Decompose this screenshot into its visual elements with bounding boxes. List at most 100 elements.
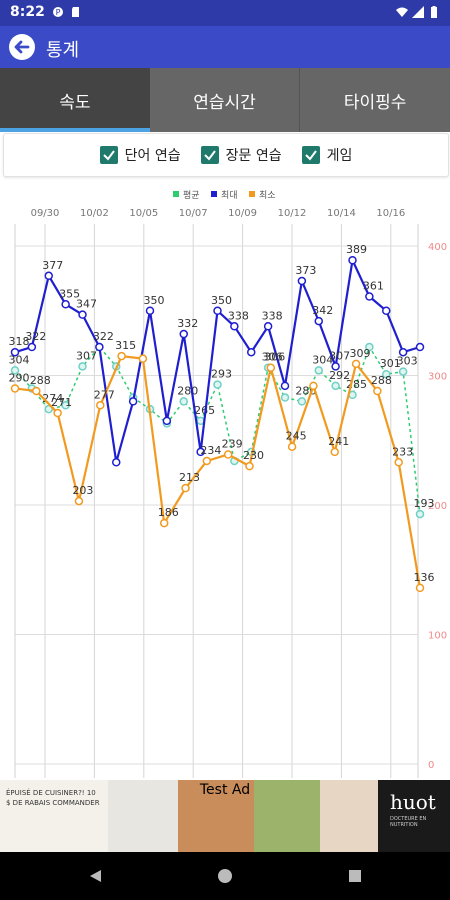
ad-right-sub: DOCTEURE EN NUTRITION (390, 816, 427, 828)
data-point (202, 456, 212, 466)
data-point (179, 397, 188, 406)
data-label: 377 (42, 259, 63, 272)
data-label: 277 (94, 388, 115, 401)
x-tick-label: 10/09 (228, 208, 257, 219)
y-tick-label: 400 (428, 242, 447, 253)
data-point (61, 300, 70, 309)
data-point (280, 393, 290, 402)
filter-game[interactable]: 게임 (301, 145, 353, 165)
data-label: 307 (76, 349, 97, 362)
data-point (179, 329, 188, 339)
status-time: 8:22 (10, 4, 45, 20)
y-tick-label: 200 (428, 501, 447, 512)
data-point (314, 316, 323, 326)
data-point (314, 366, 323, 375)
y-tick-label: 100 (428, 631, 447, 642)
ad-image-3 (254, 780, 320, 852)
svg-text:P: P (56, 8, 61, 17)
checkbox-checked-icon[interactable] (99, 146, 118, 164)
data-point (247, 347, 256, 357)
ad-image-1 (108, 780, 178, 852)
ad-image-2 (178, 780, 254, 852)
status-bar: 8:22 P (0, 0, 450, 26)
data-point (44, 404, 53, 414)
data-point (331, 381, 340, 391)
ad-panel-left: ÉPUISÉ DE CUISINER?! 10 $ DE RABAIS COMM… (0, 780, 108, 852)
data-label: 307 (329, 349, 350, 362)
x-tick-label: 10/16 (376, 208, 405, 219)
filter-game-label: 게임 (326, 148, 353, 164)
tab-speed-label: 속도 (59, 92, 91, 113)
data-point (309, 381, 318, 391)
battery-icon (431, 6, 437, 18)
legend-label: 평균 (183, 190, 200, 201)
tab-speed[interactable]: 속도 (0, 68, 150, 132)
x-tick-label: 10/05 (129, 208, 158, 219)
nav-home-icon[interactable] (217, 868, 233, 884)
data-label: 241 (328, 435, 349, 448)
data-point (196, 447, 205, 457)
y-tick-label: 300 (428, 372, 447, 383)
checkbox-checked-icon[interactable] (301, 146, 320, 164)
data-point (27, 342, 37, 352)
nav-recents-icon[interactable] (347, 868, 363, 884)
data-point (213, 306, 222, 315)
data-label: 332 (177, 317, 198, 330)
page-title: 통계 (46, 40, 80, 61)
data-label: 373 (295, 264, 316, 277)
data-point (297, 276, 307, 286)
data-label: 234 (200, 444, 221, 457)
legend-swatch (173, 191, 179, 197)
data-label: 342 (312, 304, 333, 317)
y-tick-label: 0 (428, 760, 434, 771)
data-point (213, 380, 222, 389)
data-label: 213 (179, 471, 200, 484)
tab-typing-count[interactable]: 타이핑수 (299, 68, 450, 132)
data-point (287, 442, 297, 451)
back-arrow-icon[interactable] (8, 33, 36, 61)
data-point (351, 359, 361, 369)
ad-left-text: ÉPUISÉ DE CUISINER?! 10 $ DE RABAIS COMM… (6, 789, 100, 807)
tab-practice-time[interactable]: 연습시간 (149, 68, 300, 132)
data-label: 193 (414, 497, 435, 510)
data-label: 290 (9, 371, 30, 384)
legend-swatch (249, 191, 255, 197)
data-label: 322 (25, 330, 46, 343)
tab-typing-count-label: 타이핑수 (343, 92, 407, 113)
legend-label: 최대 (221, 190, 238, 201)
checkbox-checked-icon[interactable] (200, 146, 219, 164)
data-point (10, 366, 20, 375)
data-label: 203 (72, 484, 93, 497)
data-point (53, 408, 62, 418)
nav-back-icon[interactable] (87, 868, 103, 884)
nav-bar (0, 852, 450, 900)
data-point (32, 386, 41, 396)
x-tick-label: 10/02 (80, 208, 109, 219)
data-point (162, 416, 172, 426)
data-point (398, 347, 408, 357)
x-tick-label: 09/30 (31, 208, 60, 219)
data-point (96, 401, 105, 410)
filter-word-practice-label: 단어 연습 (124, 148, 181, 164)
data-label: 136 (414, 571, 435, 584)
data-point (398, 367, 408, 376)
data-point (78, 310, 87, 319)
data-point (365, 342, 374, 352)
data-label: 338 (228, 309, 249, 322)
test-ad-label: Test Ad (199, 782, 251, 798)
data-label: 292 (329, 369, 350, 382)
data-label: 350 (211, 294, 232, 307)
ad-banner[interactable]: ÉPUISÉ DE CUISINER?! 10 $ DE RABAIS COMM… (0, 780, 450, 852)
data-label: 361 (363, 280, 384, 293)
data-point (415, 583, 425, 593)
series-line-3 (14, 354, 422, 589)
speed-chart: 09/30 10/02 10/05 10/07 10/09 10/12 10/14 10/16… (0, 180, 450, 780)
tab-indicator (0, 128, 150, 132)
filter-word-practice[interactable]: 단어 연습 (99, 145, 181, 165)
data-label: 347 (76, 298, 97, 311)
data-label: 304 (312, 353, 333, 366)
data-point (230, 322, 239, 331)
data-label: 186 (158, 506, 179, 519)
data-point (266, 363, 276, 372)
filter-long-text-practice[interactable]: 장문 연습 (200, 145, 282, 165)
